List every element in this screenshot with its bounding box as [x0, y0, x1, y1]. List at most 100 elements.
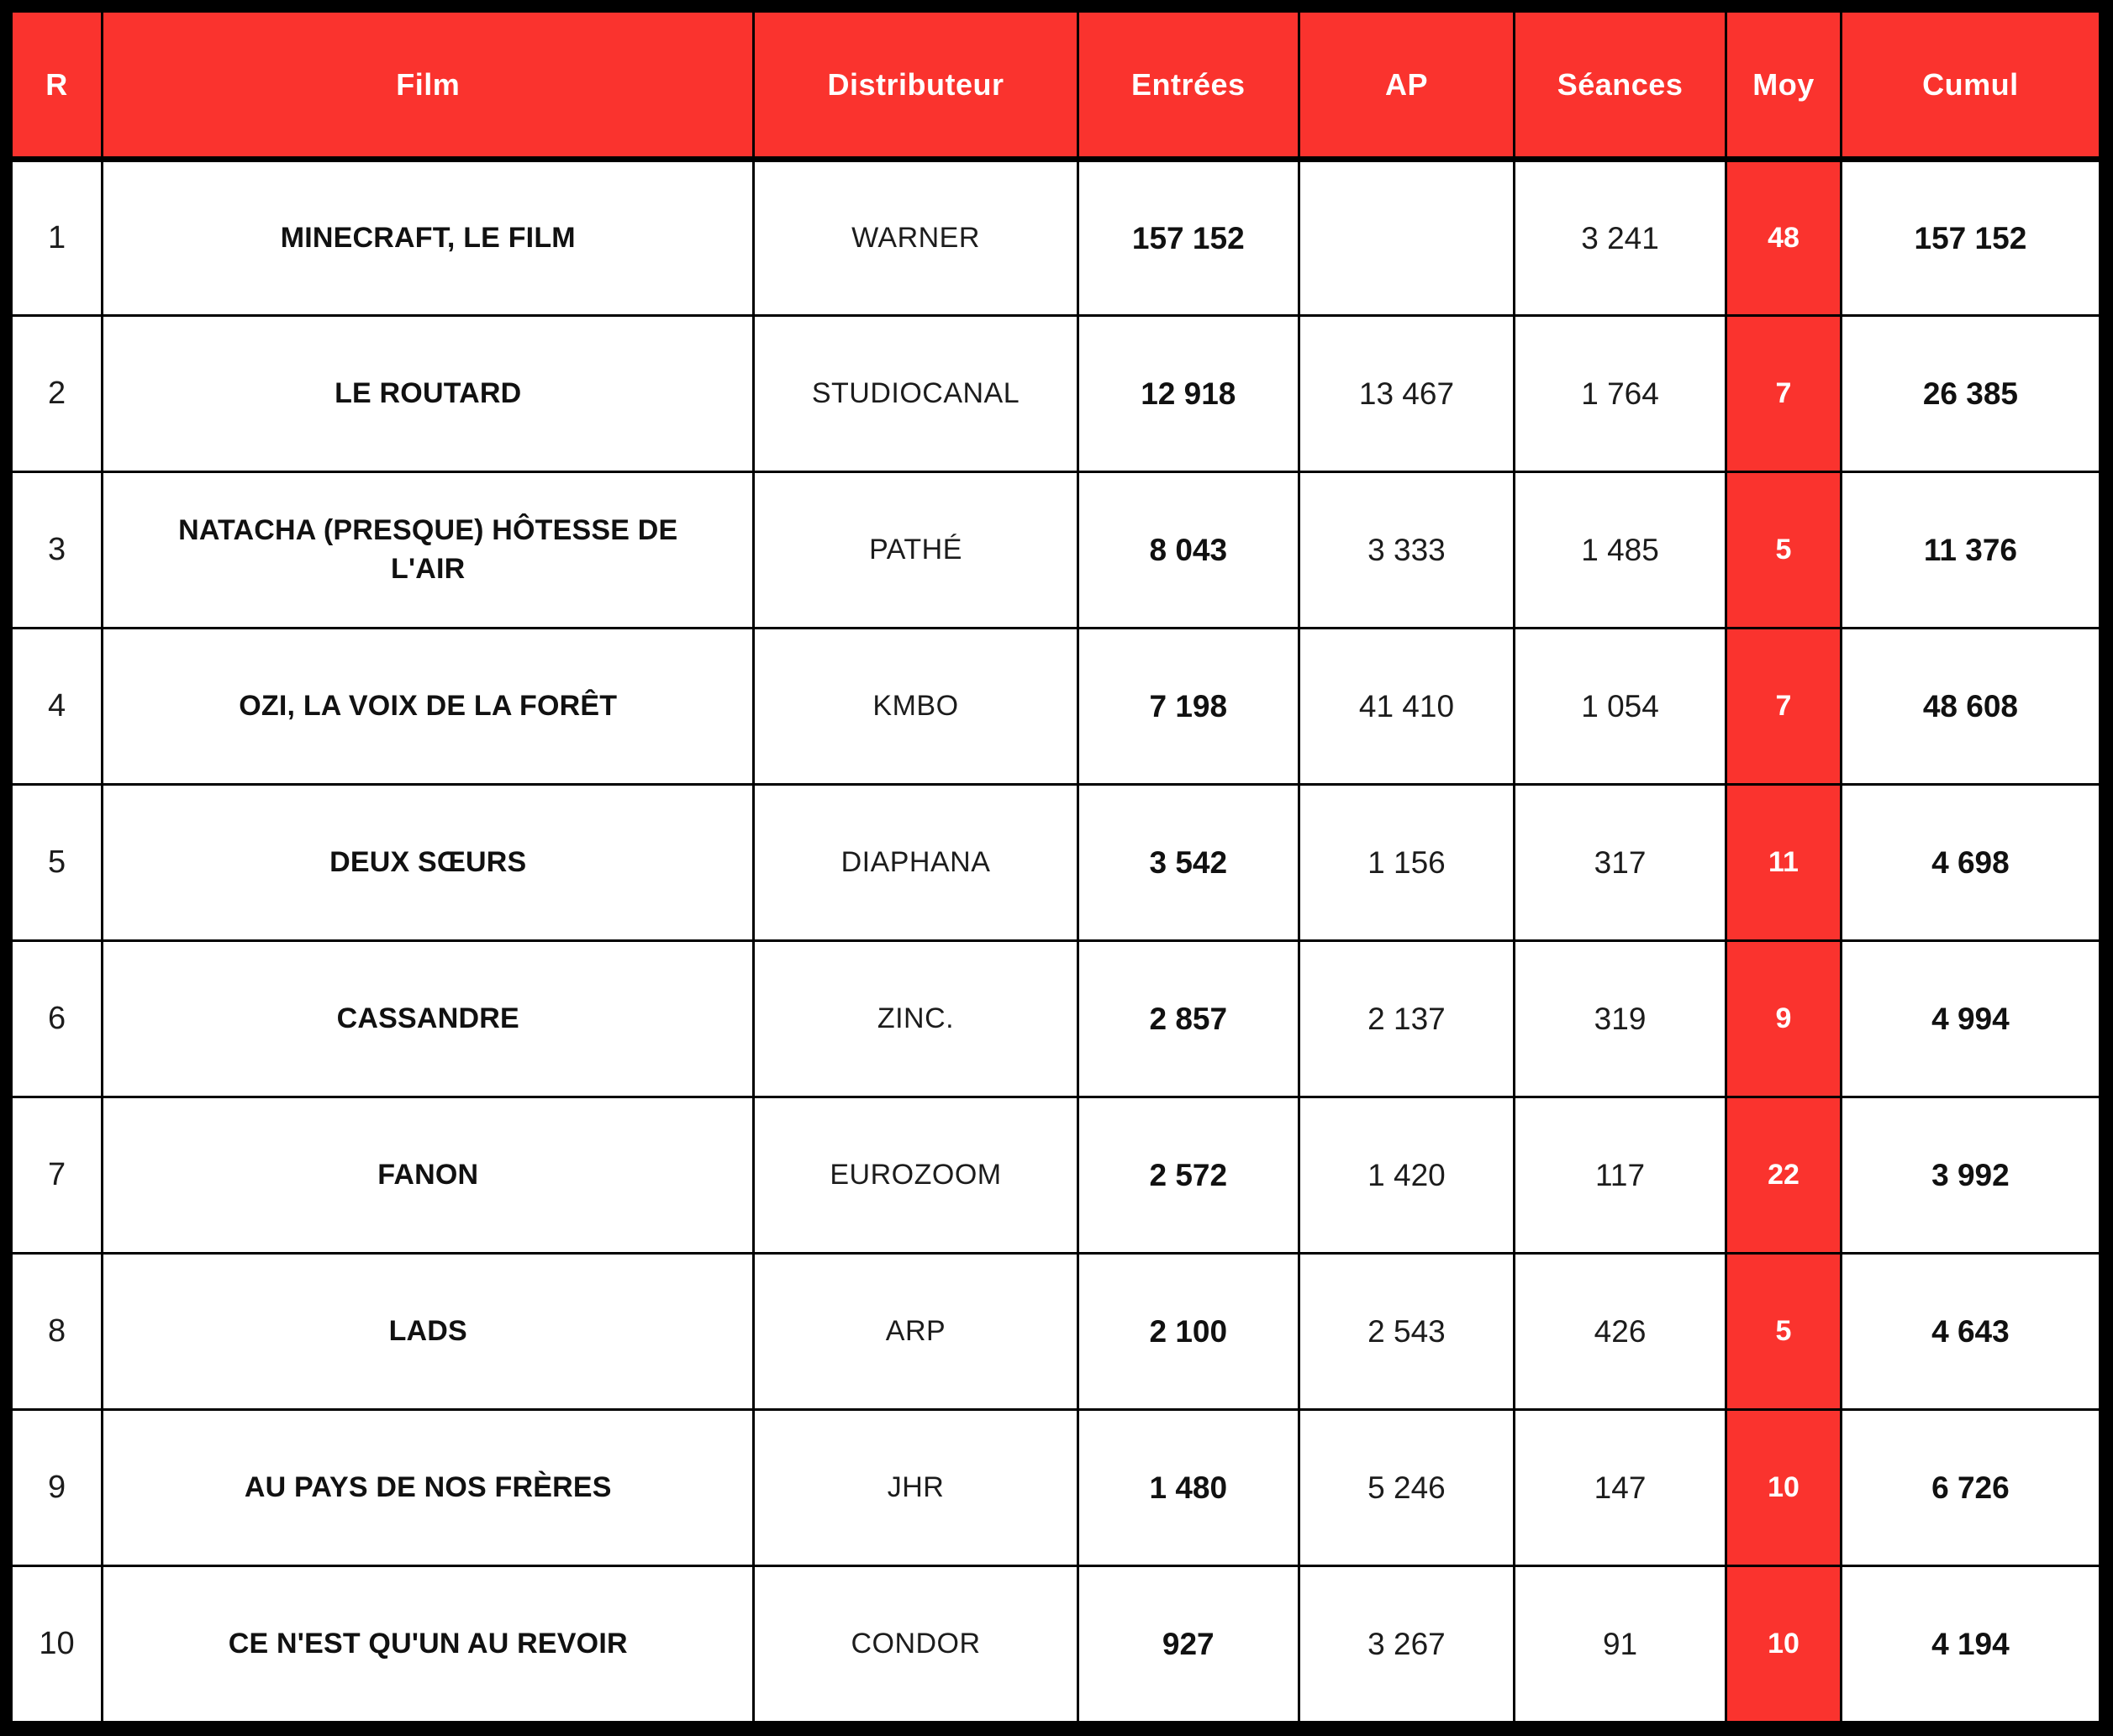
ap-cell: 2 137: [1297, 939, 1515, 1098]
moy-cell: 10: [1725, 1408, 1842, 1567]
film-cell: AU PAYS DE NOS FRÈRES: [101, 1408, 756, 1567]
moy-cell: 48: [1725, 158, 1842, 317]
table-row: 2 LE ROUTARD STUDIOCANAL 12 918 13 467 1…: [9, 314, 2102, 473]
film-cell: NATACHA (PRESQUE) HÔTESSE DE L'AIR: [101, 471, 756, 629]
seances-cell: 117: [1512, 1096, 1728, 1255]
cumul-cell: 157 152: [1839, 158, 2102, 317]
entrees-cell: 8 043: [1076, 471, 1300, 629]
seances-cell: 317: [1512, 783, 1728, 942]
film-cell: OZI, LA VOIX DE LA FORÊT: [101, 627, 756, 786]
ap-cell: 1 156: [1297, 783, 1515, 942]
distributor-cell: ZINC.: [752, 939, 1079, 1098]
entrees-cell: 2 100: [1076, 1252, 1300, 1411]
table-header: R Film Distributeur Entrées AP Séances M…: [9, 10, 2102, 162]
rank-cell: 6: [9, 939, 104, 1098]
header-film: Film: [101, 10, 756, 162]
distributor-cell: STUDIOCANAL: [752, 314, 1079, 473]
ap-cell: 3 267: [1297, 1565, 1515, 1723]
table-row: 7 FANON EUROZOOM 2 572 1 420 117 22 3 99…: [9, 1096, 2102, 1255]
entrees-cell: 157 152: [1076, 158, 1300, 317]
cumul-cell: 4 194: [1839, 1565, 2102, 1723]
moy-cell: 9: [1725, 939, 1842, 1098]
distributor-cell: PATHÉ: [752, 471, 1079, 629]
seances-cell: 1 764: [1512, 314, 1728, 473]
distributor-cell: KMBO: [752, 627, 1079, 786]
cumul-cell: 4 698: [1839, 783, 2102, 942]
header-rank: R: [9, 10, 104, 162]
distributor-cell: ARP: [752, 1252, 1079, 1411]
table-row: 3 NATACHA (PRESQUE) HÔTESSE DE L'AIR PAT…: [9, 471, 2102, 629]
header-cumul: Cumul: [1839, 10, 2102, 162]
rank-cell: 7: [9, 1096, 104, 1255]
moy-cell: 22: [1725, 1096, 1842, 1255]
ap-cell: 2 543: [1297, 1252, 1515, 1411]
moy-cell: 5: [1725, 1252, 1842, 1411]
header-row: R Film Distributeur Entrées AP Séances M…: [9, 10, 2102, 162]
seances-cell: 1 054: [1512, 627, 1728, 786]
seances-cell: 426: [1512, 1252, 1728, 1411]
film-cell: DEUX SŒURS: [101, 783, 756, 942]
table-row: 9 AU PAYS DE NOS FRÈRES JHR 1 480 5 246 …: [9, 1408, 2102, 1567]
header-ap: AP: [1297, 10, 1515, 162]
entrees-cell: 2 857: [1076, 939, 1300, 1098]
film-cell: FANON: [101, 1096, 756, 1255]
table-body: 1 MINECRAFT, LE FILM WARNER 157 152 3 24…: [9, 158, 2102, 1723]
rank-cell: 5: [9, 783, 104, 942]
ap-cell: [1297, 158, 1515, 317]
rank-cell: 9: [9, 1408, 104, 1567]
film-cell: CE N'EST QU'UN AU REVOIR: [101, 1565, 756, 1723]
table-row: 1 MINECRAFT, LE FILM WARNER 157 152 3 24…: [9, 158, 2102, 317]
cumul-cell: 26 385: [1839, 314, 2102, 473]
moy-cell: 5: [1725, 471, 1842, 629]
seances-cell: 319: [1512, 939, 1728, 1098]
table-row: 4 OZI, LA VOIX DE LA FORÊT KMBO 7 198 41…: [9, 627, 2102, 786]
moy-cell: 11: [1725, 783, 1842, 942]
film-cell: CASSANDRE: [101, 939, 756, 1098]
entrees-cell: 12 918: [1076, 314, 1300, 473]
header-entrees: Entrées: [1076, 10, 1300, 162]
rank-cell: 1: [9, 158, 104, 317]
ap-cell: 41 410: [1297, 627, 1515, 786]
header-moy: Moy: [1725, 10, 1842, 162]
entrees-cell: 1 480: [1076, 1408, 1300, 1567]
distributor-cell: EUROZOOM: [752, 1096, 1079, 1255]
rank-cell: 3: [9, 471, 104, 629]
ap-cell: 3 333: [1297, 471, 1515, 629]
cumul-cell: 48 608: [1839, 627, 2102, 786]
seances-cell: 147: [1512, 1408, 1728, 1567]
cumul-cell: 11 376: [1839, 471, 2102, 629]
distributor-cell: DIAPHANA: [752, 783, 1079, 942]
film-cell: LE ROUTARD: [101, 314, 756, 473]
header-seances: Séances: [1512, 10, 1728, 162]
box-office-ranking-table: R Film Distributeur Entrées AP Séances M…: [9, 10, 2102, 1723]
film-cell: MINECRAFT, LE FILM: [101, 158, 756, 317]
rank-cell: 2: [9, 314, 104, 473]
table-row: 6 CASSANDRE ZINC. 2 857 2 137 319 9 4 99…: [9, 939, 2102, 1098]
film-cell: LADS: [101, 1252, 756, 1411]
table-row: 8 LADS ARP 2 100 2 543 426 5 4 643: [9, 1252, 2102, 1411]
seances-cell: 1 485: [1512, 471, 1728, 629]
ap-cell: 13 467: [1297, 314, 1515, 473]
cumul-cell: 4 643: [1839, 1252, 2102, 1411]
rank-cell: 8: [9, 1252, 104, 1411]
rank-cell: 4: [9, 627, 104, 786]
ap-cell: 1 420: [1297, 1096, 1515, 1255]
table-row: 10 CE N'EST QU'UN AU REVOIR CONDOR 927 3…: [9, 1565, 2102, 1723]
table-row: 5 DEUX SŒURS DIAPHANA 3 542 1 156 317 11…: [9, 783, 2102, 942]
distributor-cell: WARNER: [752, 158, 1079, 317]
ap-cell: 5 246: [1297, 1408, 1515, 1567]
rank-cell: 10: [9, 1565, 104, 1723]
entrees-cell: 927: [1076, 1565, 1300, 1723]
seances-cell: 91: [1512, 1565, 1728, 1723]
cumul-cell: 6 726: [1839, 1408, 2102, 1567]
cumul-cell: 4 994: [1839, 939, 2102, 1098]
entrees-cell: 2 572: [1076, 1096, 1300, 1255]
distributor-cell: JHR: [752, 1408, 1079, 1567]
seances-cell: 3 241: [1512, 158, 1728, 317]
entrees-cell: 3 542: [1076, 783, 1300, 942]
moy-cell: 7: [1725, 314, 1842, 473]
moy-cell: 7: [1725, 627, 1842, 786]
header-distributor: Distributeur: [752, 10, 1079, 162]
distributor-cell: CONDOR: [752, 1565, 1079, 1723]
